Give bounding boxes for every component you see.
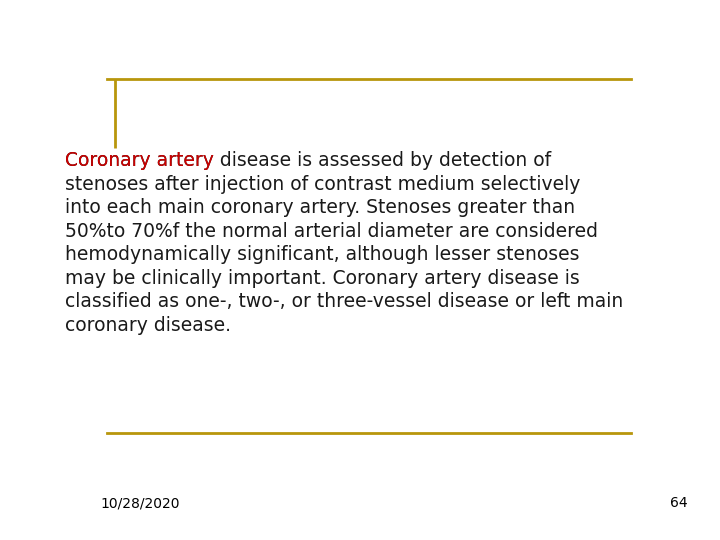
Text: 64: 64 [670,496,688,510]
Text: Coronary artery: Coronary artery [65,151,214,170]
Text: 10/28/2020: 10/28/2020 [101,496,180,510]
Text: Coronary artery disease is assessed by detection of
stenoses after injection of : Coronary artery disease is assessed by d… [65,151,623,335]
